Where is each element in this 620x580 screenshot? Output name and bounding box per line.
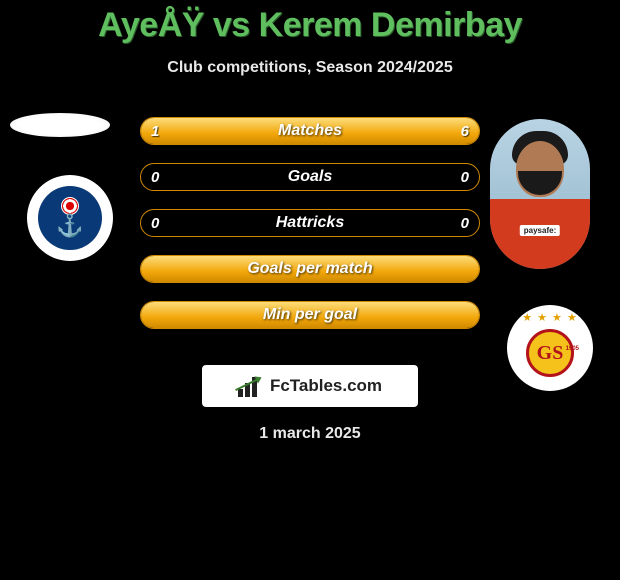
stat-label: Goals xyxy=(141,164,479,190)
club-right-badge: ★ ★ ★ ★ GS 1905 xyxy=(500,305,600,391)
stat-label: Matches xyxy=(141,118,479,144)
stat-row: 00Hattricks xyxy=(140,209,480,237)
badge-year: 1905 xyxy=(566,346,579,352)
stat-row: 16Matches xyxy=(140,117,480,145)
sponsor-label: paysafe: xyxy=(520,225,560,236)
stat-row: Goals per match xyxy=(140,255,480,283)
subtitle: Club competitions, Season 2024/2025 xyxy=(0,59,620,77)
brand-chart-icon xyxy=(238,375,264,397)
stat-label: Min per goal xyxy=(141,302,479,328)
brand-badge: FcTables.com xyxy=(202,365,418,407)
player-left-photo xyxy=(10,113,110,137)
comparison-panel: ⚓ paysafe: ★ ★ ★ ★ GS 1905 16Matches 00Go… xyxy=(0,117,620,443)
anchor-icon: ⚓ xyxy=(56,213,83,239)
player-right-photo: paysafe: xyxy=(490,119,590,269)
stat-label: Hattricks xyxy=(141,210,479,236)
club-left-badge: ⚓ xyxy=(20,175,120,261)
stars-icon: ★ ★ ★ ★ xyxy=(507,311,593,324)
stat-row: 00Goals xyxy=(140,163,480,191)
brand-text: FcTables.com xyxy=(270,376,382,396)
stat-row: Min per goal xyxy=(140,301,480,329)
page-title: AyeÅŸ vs Kerem Demirbay xyxy=(0,0,620,45)
date-label: 1 march 2025 xyxy=(0,425,620,443)
stat-label: Goals per match xyxy=(141,256,479,282)
stat-bars: 16Matches 00Goals 00Hattricks Goals per mat… xyxy=(140,117,480,329)
